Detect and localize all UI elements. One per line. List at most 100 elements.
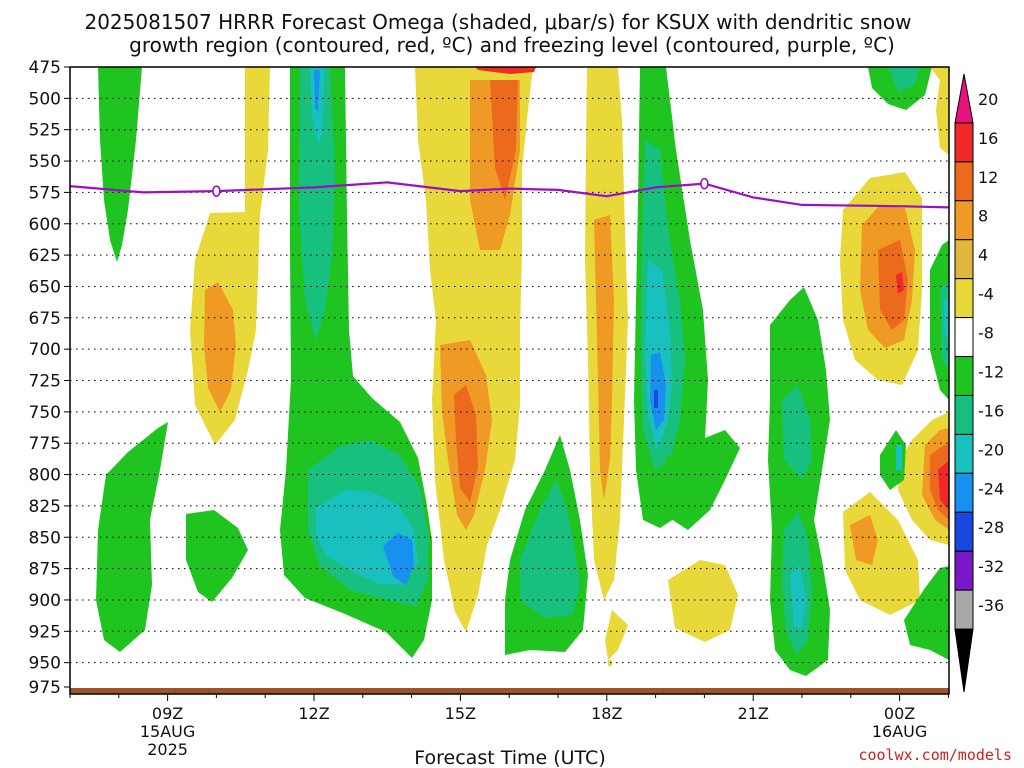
x-tick-date-label: 15AUG [140,722,195,741]
omega-region-deepblue [654,390,658,408]
omega-region-teal [888,67,920,92]
pressure-axis: 475 500 525 550 575 600 625 650 675 700 725 750 775 8… [29,58,70,698]
colorbar-swatch [954,161,974,202]
omega-region-blue [314,70,320,112]
colorbar-label: 12 [978,168,998,187]
y-tick-label: 500 [29,89,61,109]
omega-region-yellow [668,560,738,642]
y-tick-label: 700 [29,340,61,360]
y-tick-label: 475 [29,58,61,78]
omega-region-yellow [605,610,628,660]
colorbar-label: -16 [978,401,1004,420]
y-tick-label: 975 [29,678,61,698]
x-tick-date-label: 16AUG [872,722,927,741]
omega-region-cyan [944,298,949,340]
freezing-level-marker [700,177,709,190]
y-tick-label: 750 [29,403,61,423]
omega-region-teal [782,385,812,480]
omega-region-red [938,460,949,510]
colorbar-label: -36 [978,596,1004,615]
x-tick-date-label: 2025 [147,740,188,759]
y-tick-label: 900 [29,591,61,611]
omega-region-green [98,67,142,262]
colorbar-label: -28 [978,518,1004,537]
omega-region-green [96,422,168,652]
x-tick-label: 21Z [738,704,769,723]
omega-shading [96,67,949,676]
colorbar-label: -32 [978,557,1004,576]
y-tick-label: 675 [29,309,61,329]
omega-region-orange [204,282,236,412]
colorbar-label: 16 [978,129,998,148]
omega-region-orange [850,515,878,565]
y-tick-label: 725 [29,372,61,392]
omega-region-cyan [896,445,902,470]
x-tick-label: 09Z [152,704,183,723]
freezing-level-contour [70,177,949,209]
colorbar-swatch [954,356,974,396]
y-tick-label: 875 [29,560,61,580]
omega-region-green [665,430,740,530]
colorbar-swatch [954,472,974,513]
plot-area [69,66,950,695]
colorbar-label: -8 [978,324,994,343]
dendritic-growth-contour [475,67,537,73]
freezing-level-marker [212,185,221,197]
omega-region-green [904,566,949,660]
colorbar-top-arrow [954,73,974,124]
y-tick-label: 575 [29,183,61,203]
colorbar-swatch [954,122,974,163]
colorbar-swatch [954,200,974,241]
x-tick-label: 12Z [298,704,329,723]
omega-region-teal [520,480,580,618]
colorbar-label: 4 [978,246,988,265]
y-tick-label: 850 [29,528,61,548]
colorbar-label: 8 [978,207,988,226]
chart-title-line-2: growth region (contoured, red, ºC) and f… [129,33,895,57]
colorbar-swatch [954,433,974,474]
colorbar-label: -4 [978,285,994,304]
omega-region-cyan [790,565,806,630]
colorbar-swatch [954,394,974,435]
colorbar-swatch [954,239,974,280]
colorbar-swatch [954,589,974,630]
y-tick-label: 600 [29,215,61,235]
x-tick-label: 00Z [884,704,915,723]
omega-region-teal [299,67,335,340]
x-tick-label: 18Z [591,704,622,723]
y-tick-label: 525 [29,121,61,141]
omega-region-darkorange [878,240,908,330]
colorbar-label: -24 [978,479,1004,498]
colorbar-bottom-arrow [954,628,974,693]
y-tick-label: 925 [29,622,61,642]
x-tick-label: 15Z [445,704,476,723]
colorbar-swatch [954,278,974,319]
chart-title-line-1: 2025081507 HRRR Forecast Omega (shaded, … [84,10,911,34]
colorbar-label: -20 [978,440,1004,459]
credit-text: coolwx.com/models [858,746,1012,764]
y-tick-label: 550 [29,152,61,172]
colorbar-swatch [954,511,974,552]
y-tick-label: 625 [29,246,61,266]
colorbar-label: 20 [978,90,998,109]
y-tick-label: 825 [29,497,61,517]
omega-region-red [896,272,904,294]
colorbar-swatch [954,317,974,358]
terrain-band [70,688,949,694]
x-axis-title: Forecast Time (UTC) [414,747,605,768]
y-tick-label: 775 [29,434,61,454]
dgz-contour-line [475,67,537,73]
omega-region-darkorange [490,80,518,200]
colorbar-swatch [954,550,974,591]
colorbar-label: -12 [978,362,1004,381]
omega-region-green [186,510,248,602]
pressure-gridlines [70,97,949,664]
colorbar: 20 16 12 8 4 -4 -8 -12 -16 -20 -24 -28 -32 -36 [954,73,1004,693]
y-tick-label: 800 [29,466,61,486]
y-tick-label: 950 [29,654,61,674]
freezing-level-line [70,181,949,209]
omega-region-blue [383,533,414,585]
y-tick-label: 650 [29,277,61,297]
